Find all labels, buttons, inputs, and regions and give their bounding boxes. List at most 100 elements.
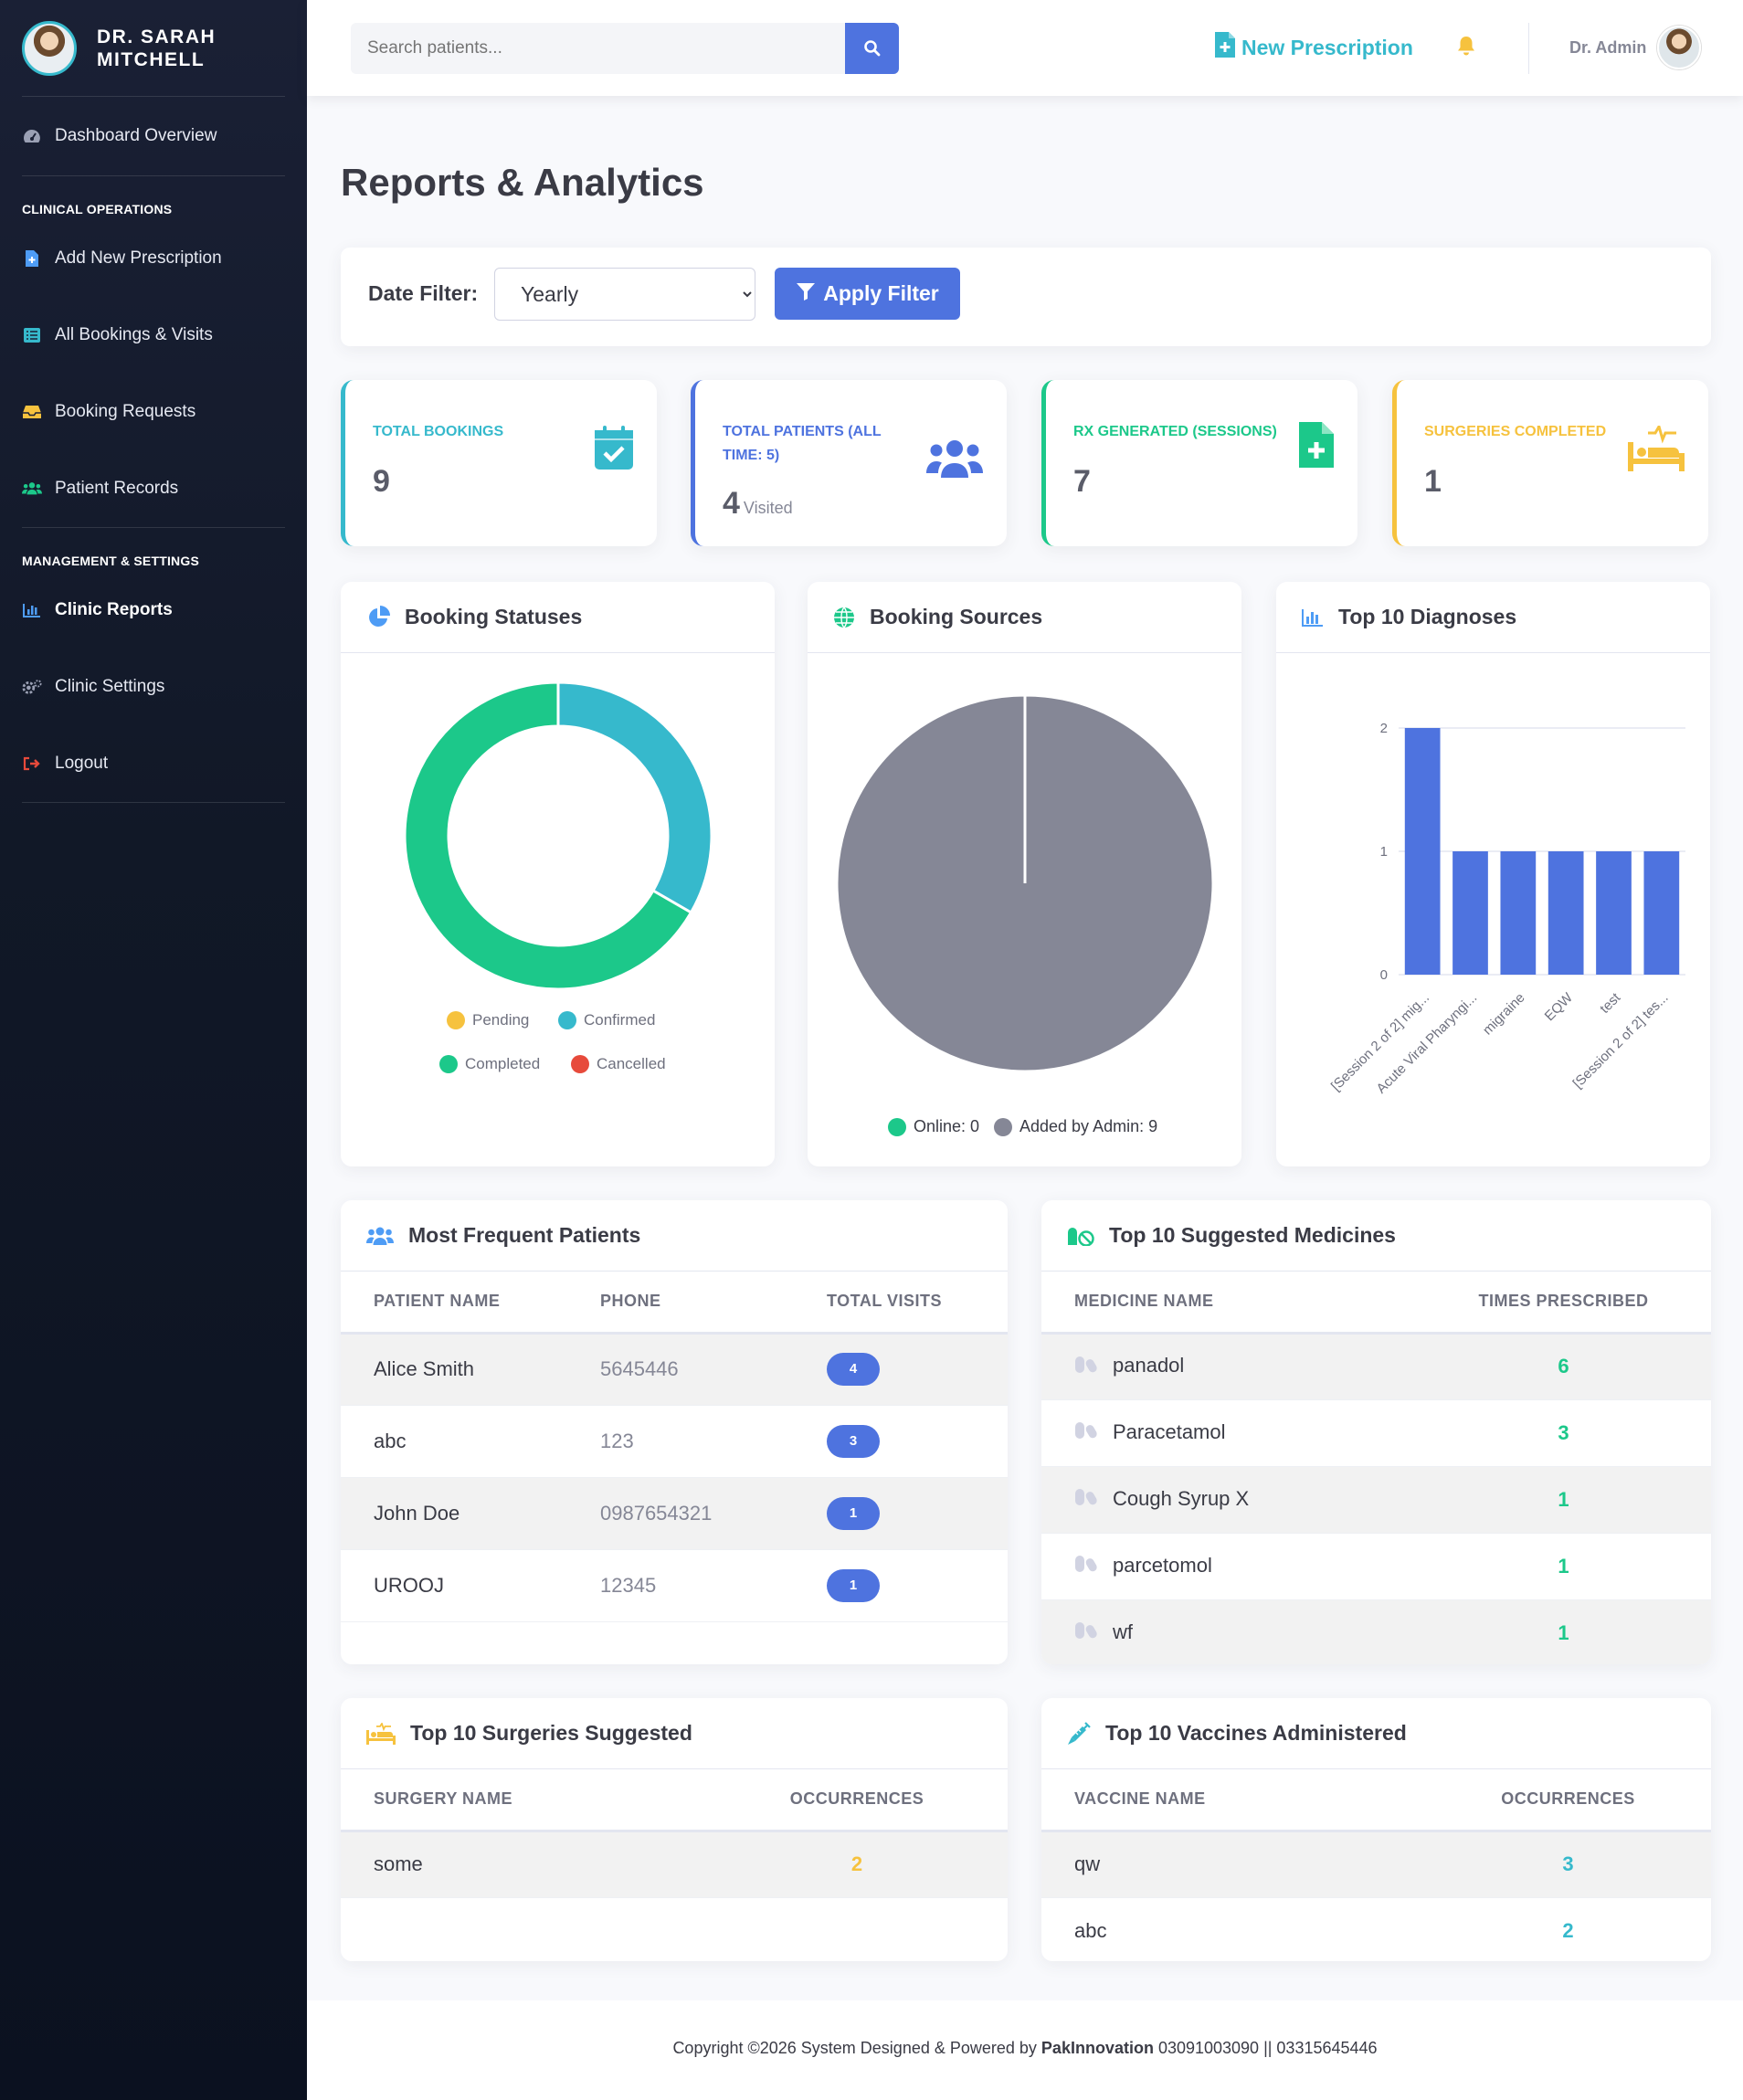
- new-prescription-link[interactable]: New Prescription: [1214, 31, 1413, 64]
- top-diagnoses-card: Top 10 Diagnoses 0 1 2 [Session 2 of 2] mig…: [1276, 582, 1710, 1166]
- legend-item-confirmed[interactable]: Confirmed: [558, 1011, 655, 1029]
- sidebar-item-add-prescription[interactable]: Add New Prescription: [0, 220, 307, 297]
- column-header[interactable]: TIMES PRESCRIBED: [1416, 1272, 1711, 1335]
- bell-icon: [1458, 37, 1474, 56]
- sidebar-item-requests[interactable]: Booking Requests: [0, 374, 307, 450]
- prescribed-count: 1: [1416, 1599, 1711, 1664]
- x-tick-label: test: [1597, 989, 1624, 1017]
- table-row[interactable]: John Doe 0987654321 1: [341, 1477, 1008, 1550]
- table-row[interactable]: some 2: [341, 1831, 1008, 1898]
- table-header-row: PATIENT NAME PHONE TOTAL VISITS: [341, 1272, 1008, 1335]
- gauge-icon: [22, 126, 42, 146]
- globe-icon: [833, 607, 855, 628]
- column-header[interactable]: PATIENT NAME: [341, 1272, 567, 1335]
- sidebar-brand[interactable]: DR. SARAH MITCHELL: [0, 0, 307, 96]
- sidebar-item-reports[interactable]: Clinic Reports: [0, 572, 307, 649]
- column-header[interactable]: MEDICINE NAME: [1041, 1272, 1416, 1335]
- booking-sources-card: Booking Sources Online: 0 Added by Admin…: [808, 582, 1241, 1166]
- capsules-icon: [1074, 1356, 1100, 1379]
- medicine-name: Paracetamol: [1113, 1419, 1226, 1443]
- capsules-icon: [1074, 1488, 1100, 1512]
- surgery-name: some: [341, 1831, 706, 1898]
- table-row[interactable]: abc 123 3: [341, 1405, 1008, 1478]
- stat-label: TOTAL BOOKINGS: [373, 424, 504, 439]
- card-header: Most Frequent Patients: [341, 1200, 1008, 1272]
- table-row[interactable]: UROOJ 12345 1: [341, 1549, 1008, 1622]
- patient-phone: 12345: [567, 1549, 794, 1622]
- legend-item-cancelled[interactable]: Cancelled: [571, 1055, 666, 1073]
- user-menu[interactable]: Dr. Admin: [1569, 26, 1702, 69]
- sidebar-item-bookings[interactable]: All Bookings & Visits: [0, 297, 307, 374]
- medicine-name: panadol: [1113, 1354, 1185, 1377]
- sign-out-icon: [22, 754, 42, 774]
- legend-item-admin[interactable]: Added by Admin: 9: [994, 1117, 1157, 1136]
- medicines-table: MEDICINE NAME TIMES PRESCRIBED panadol 6…: [1041, 1272, 1711, 1664]
- search-input[interactable]: [351, 23, 844, 74]
- sidebar-item-patients[interactable]: Patient Records: [0, 450, 307, 527]
- capsules-icon: [1074, 1555, 1100, 1578]
- slice-confirmed[interactable]: [556, 681, 713, 915]
- legend-item-completed[interactable]: Completed: [439, 1055, 540, 1073]
- search-box: [351, 23, 899, 74]
- table-row[interactable]: parcetomol 1: [1041, 1533, 1711, 1600]
- column-header[interactable]: SURGERY NAME: [341, 1769, 706, 1832]
- search-button[interactable]: [845, 23, 899, 74]
- table-row[interactable]: wf 1: [1041, 1599, 1711, 1664]
- apply-filter-button[interactable]: Apply Filter: [775, 268, 960, 320]
- bar[interactable]: [1596, 851, 1632, 975]
- vaccines-card: Top 10 Vaccines Administered VACCINE NAM…: [1041, 1698, 1711, 1961]
- bar[interactable]: [1548, 851, 1584, 975]
- sidebar-item-logout[interactable]: Logout: [0, 725, 307, 802]
- footer-company-link[interactable]: PakInnovation: [1041, 2039, 1154, 2057]
- column-header[interactable]: PHONE: [567, 1272, 794, 1335]
- sidebar-divider: [22, 802, 285, 803]
- card-header: Top 10 Suggested Medicines: [1041, 1200, 1711, 1272]
- column-header[interactable]: VACCINE NAME: [1041, 1769, 1425, 1832]
- x-tick-label: EQW: [1542, 989, 1577, 1024]
- notification-bell[interactable]: [1456, 35, 1476, 61]
- column-header[interactable]: OCCURRENCES: [706, 1769, 1008, 1832]
- bar[interactable]: [1452, 851, 1488, 975]
- file-medical-icon: [1299, 422, 1334, 472]
- sidebar-item-label: All Bookings & Visits: [55, 325, 213, 344]
- column-header[interactable]: TOTAL VISITS: [794, 1272, 1008, 1335]
- user-name: Dr. Admin: [1569, 37, 1647, 57]
- sidebar-item-label: Booking Requests: [55, 402, 196, 421]
- footer: Copyright ©2026 System Designed & Powere…: [307, 2000, 1743, 2100]
- stat-card-total-patients: TOTAL PATIENTS (ALL TIME: 5) 4 Visited: [691, 380, 1007, 546]
- table-row[interactable]: qw 3: [1041, 1831, 1711, 1898]
- sidebar-item-settings[interactable]: Clinic Settings: [0, 649, 307, 725]
- medicine-name: Cough Syrup X: [1113, 1486, 1250, 1510]
- y-tick-label: 1: [1380, 844, 1388, 860]
- column-header[interactable]: OCCURRENCES: [1425, 1769, 1711, 1832]
- sidebar-item-dashboard[interactable]: Dashboard Overview: [0, 97, 307, 175]
- apply-filter-label: Apply Filter: [823, 281, 939, 305]
- vaccines-table: VACCINE NAME OCCURRENCES qw 3 abc 2: [1041, 1769, 1711, 1961]
- bar[interactable]: [1500, 851, 1537, 975]
- sidebar-divider: [22, 175, 285, 176]
- date-filter-select[interactable]: Yearly: [494, 268, 755, 321]
- table-row[interactable]: Cough Syrup X 1: [1041, 1466, 1711, 1534]
- table-row[interactable]: Paracetamol 3: [1041, 1399, 1711, 1467]
- doctor-name: DR. SARAH MITCHELL: [97, 26, 217, 70]
- page-title: Reports & Analytics: [341, 161, 704, 204]
- card-title: Top 10 Diagnoses: [1338, 605, 1517, 628]
- patient-phone: 123: [567, 1405, 794, 1478]
- sidebar-item-label: Logout: [55, 754, 109, 773]
- bar[interactable]: [1643, 851, 1680, 975]
- table-row[interactable]: Alice Smith 5645446 4: [341, 1333, 1008, 1406]
- bar[interactable]: [1404, 728, 1441, 975]
- stat-subtext: Visited: [743, 499, 793, 517]
- date-filter-card: Date Filter: Yearly Apply Filter: [341, 248, 1711, 346]
- table-row[interactable]: panadol 6: [1041, 1333, 1711, 1400]
- surgeries-table: SURGERY NAME OCCURRENCES some 2: [341, 1769, 1008, 1898]
- search-icon: [863, 40, 880, 57]
- card-title: Top 10 Surgeries Suggested: [410, 1721, 692, 1745]
- slice-completed[interactable]: [403, 681, 693, 991]
- patient-name: John Doe: [341, 1477, 567, 1550]
- footer-prefix: Copyright ©2026 System Designed & Powere…: [672, 2039, 1041, 2057]
- table-row[interactable]: abc 2: [1041, 1897, 1711, 1961]
- legend-item-pending[interactable]: Pending: [447, 1011, 529, 1029]
- legend-item-online[interactable]: Online: 0: [888, 1117, 979, 1136]
- vaccine-name: abc: [1041, 1897, 1425, 1961]
